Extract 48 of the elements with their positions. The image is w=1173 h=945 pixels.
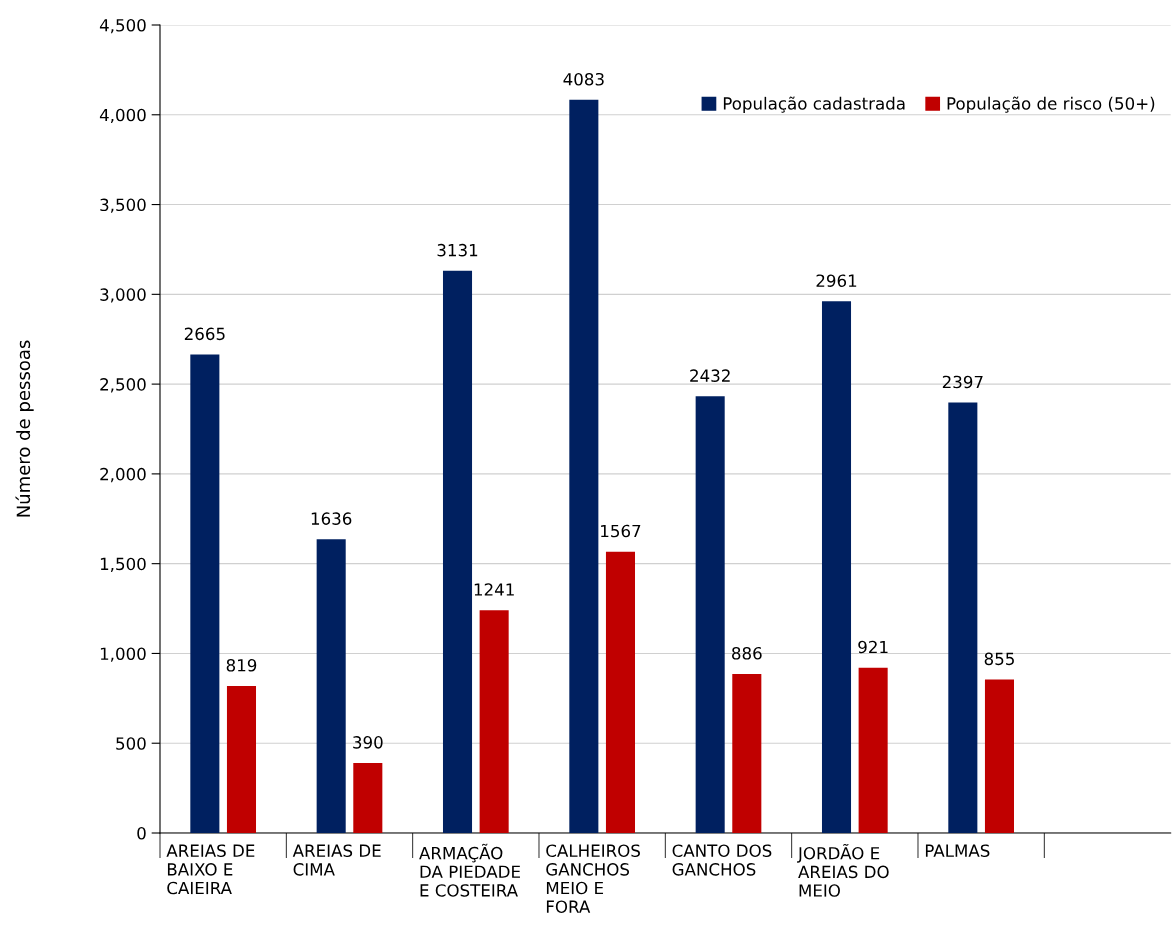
data-label: 886 — [732, 646, 762, 660]
x-tick-label: AREIAS DE BAIXO E CAIEIRA — [166, 844, 255, 895]
data-label: 921 — [858, 640, 888, 654]
data-label: 2665 — [184, 327, 225, 341]
legend-label: População de risco (50+) — [947, 96, 1155, 113]
bar — [948, 402, 978, 833]
legend-label: População cadastrada — [723, 96, 905, 113]
x-tick-label: CALHEIROS GANCHOS MEIO E FORA — [546, 844, 640, 913]
x-tick-label: AREIAS DE CIMA — [292, 844, 381, 876]
data-label: 1636 — [311, 512, 352, 525]
y-tick-label: 2,000 — [100, 467, 146, 483]
data-label: 819 — [226, 659, 257, 672]
data-label: 2397 — [942, 375, 983, 389]
bar — [479, 610, 509, 833]
data-label: 2961 — [816, 274, 857, 287]
y-tick-label: 4,500 — [99, 18, 146, 34]
x-tick-label: PALMAS — [925, 844, 990, 858]
data-label: 3131 — [437, 243, 478, 257]
bar — [732, 673, 762, 833]
y-tick-label: 1,500 — [100, 557, 146, 572]
bar — [695, 396, 725, 833]
data-label: 855 — [984, 652, 1014, 666]
bar — [316, 539, 346, 833]
x-tick-label: CANTO DOS GANCHOS — [672, 844, 772, 876]
data-label: 4083 — [563, 72, 604, 86]
bar — [442, 270, 473, 833]
y-tick-label: 3,000 — [100, 288, 146, 303]
y-tick-label: 2,500 — [100, 378, 146, 393]
bar — [858, 667, 888, 833]
bar — [226, 685, 257, 833]
y-tick-label: 500 — [116, 737, 146, 750]
y-tick-label: 1,000 — [100, 647, 146, 662]
bar — [190, 354, 220, 833]
data-label: 1567 — [601, 524, 641, 538]
x-tick-label: ARMAÇÃO DA PIEDADE E COSTEIRA — [419, 843, 520, 897]
bar — [569, 99, 599, 833]
x-tick-label: JORDÃO E AREIAS DO MEIO — [797, 843, 889, 897]
bar — [821, 301, 852, 833]
bar — [605, 551, 636, 833]
data-label: 390 — [353, 736, 383, 749]
y-tick-label: 0 — [137, 826, 146, 840]
bar — [984, 679, 1014, 833]
y-axis-title: Número de pessoas — [15, 340, 34, 517]
bar — [353, 762, 383, 833]
y-tick-label: 3,500 — [100, 198, 146, 213]
data-label: 1241 — [474, 583, 514, 596]
data-label: 2432 — [690, 369, 730, 382]
y-tick-label: 4,000 — [99, 108, 146, 124]
